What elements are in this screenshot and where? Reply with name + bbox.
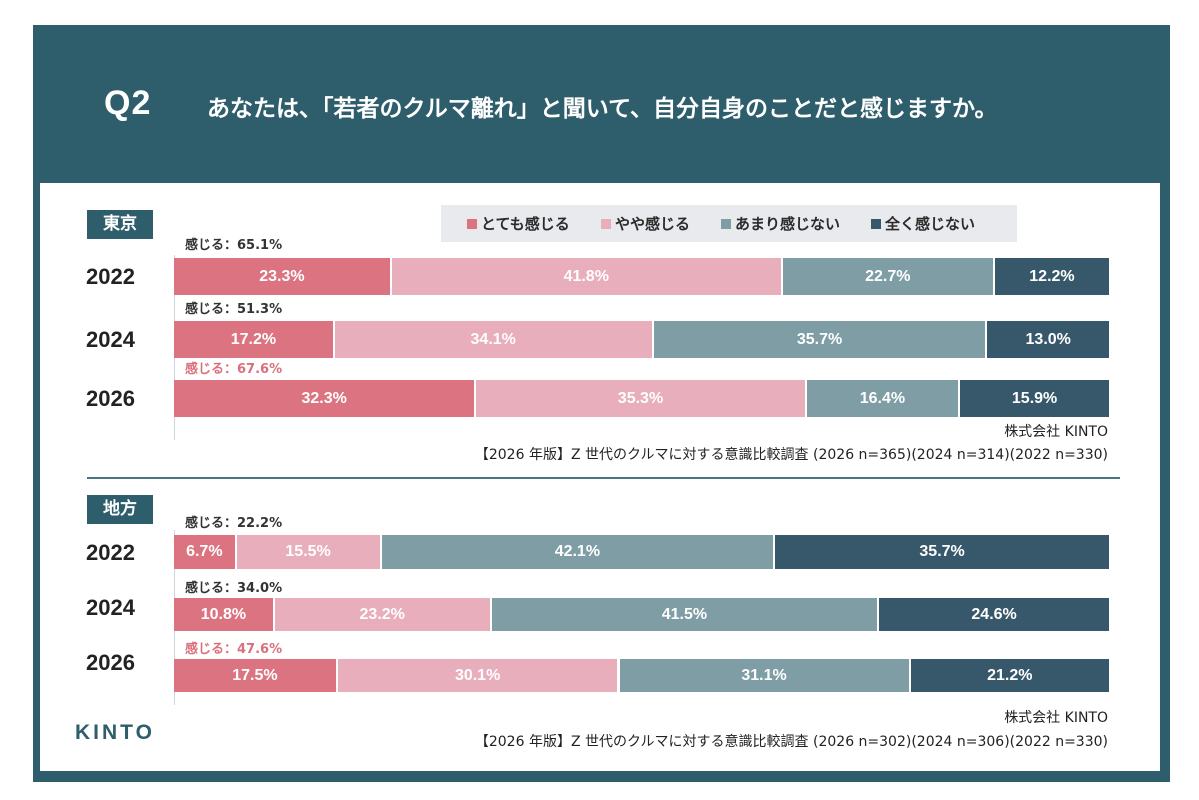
data-label: 41.5% (661, 605, 708, 623)
data-label: 35.7% (919, 543, 965, 560)
legend-label-very: とても感じる (481, 215, 570, 233)
data-label: 17.5% (232, 666, 278, 684)
data-label: 32.3% (301, 389, 347, 407)
legend-label-not-much: あまり感じない (735, 215, 841, 233)
data-label: 31.1% (741, 666, 787, 684)
year-label-regional-2026: 2026 (86, 650, 135, 675)
bar-tokyo-2022: 23.3% 41.8% 22.7% 12.2% (174, 258, 1109, 295)
data-label: 34.1% (470, 330, 516, 348)
bar-segment-regional-2026-somewhat: 30.1% (337, 659, 620, 692)
legend-label-not-at-all: 全く感じない (885, 215, 976, 233)
bar-segment-regional-2024-not-at-all: 24.6% (879, 598, 1109, 631)
data-label: 16.4% (859, 389, 906, 407)
legend-swatch-not-much (721, 218, 731, 229)
legend-label-somewhat: やや感じる (615, 215, 691, 233)
source-text-regional: 【2026 年版】Z 世代のクルマに対する意識比較調査 (2026 n=302)… (474, 734, 1108, 750)
data-label: 24.6% (971, 605, 1017, 623)
legend-item-not-at-all: 全く感じない (871, 205, 975, 242)
region-tag-regional: 地方 (87, 495, 153, 524)
bar-segment-regional-2026-very: 17.5% (174, 659, 338, 692)
data-label: 23.2% (359, 605, 405, 623)
subtotal-regional-2022: 感じる：22.2% (185, 516, 283, 531)
data-label: 17.2% (230, 330, 277, 348)
kinto-logo: KINTO (75, 721, 155, 744)
bar-segment-tokyo-2026-somewhat: 35.3% (476, 380, 807, 417)
bar-regional-2022: 6.7% 15.5% 42.1% 35.7% (174, 535, 1109, 569)
bar-tokyo-2024: 17.2% 34.1% 35.7% 13.0% (174, 321, 1109, 358)
bar-segment-regional-2022-not-much: 42.1% (381, 535, 776, 569)
subtotal-tokyo-2022: 感じる：65.1% (185, 238, 283, 253)
bar-segment-tokyo-2026-not-at-all: 15.9% (960, 380, 1109, 417)
data-label: 13.0% (1025, 330, 1071, 348)
legend-item-very: とても感じる (467, 205, 570, 242)
bar-segment-tokyo-2026-very: 32.3% (174, 380, 477, 417)
section-divider (87, 477, 1120, 479)
legend-item-not-much: あまり感じない (721, 205, 840, 242)
legend-swatch-somewhat (601, 218, 611, 229)
bar-tokyo-2026: 32.3% 35.3% 16.4% 15.9% (174, 380, 1109, 417)
bar-regional-2026: 17.5% 30.1% 31.1% 21.2% (174, 659, 1109, 692)
source-company-regional: 株式会社 KINTO (1004, 710, 1108, 726)
legend-swatch-very (467, 218, 477, 229)
bar-segment-tokyo-2024-somewhat: 34.1% (334, 321, 654, 358)
legend-item-somewhat: やや感じる (601, 205, 690, 242)
source-text-tokyo: 【2026 年版】Z 世代のクルマに対する意識比較調査 (2026 n=365)… (474, 447, 1108, 463)
bar-segment-tokyo-2022-not-at-all: 12.2% (994, 258, 1109, 295)
bar-segment-regional-2024-somewhat: 23.2% (274, 598, 492, 631)
data-label: 41.8% (563, 267, 609, 285)
bar-segment-regional-2022-very: 6.7% (174, 535, 237, 569)
question-title: あなたは、「若者のクルマ離れ」と聞いて、自分自身のことだと感じますか。 (207, 96, 998, 122)
year-label-tokyo-2026: 2026 (86, 386, 135, 411)
bar-segment-tokyo-2022-somewhat: 41.8% (391, 258, 783, 295)
data-label: 23.3% (259, 267, 305, 285)
data-label: 30.1% (454, 666, 501, 684)
bar-segment-regional-2022-somewhat: 15.5% (236, 535, 382, 569)
data-label: 15.5% (285, 543, 331, 560)
bar-segment-regional-2026-not-much: 31.1% (619, 659, 911, 692)
source-company-tokyo: 株式会社 KINTO (1004, 424, 1108, 440)
legend: とても感じる やや感じる あまり感じない 全く感じない (441, 205, 1017, 242)
subtotal-regional-2026: 感じる：47.6% (185, 642, 283, 657)
bar-segment-regional-2022-not-at-all: 35.7% (775, 535, 1109, 569)
data-label: 15.9% (1011, 389, 1058, 407)
bar-segment-tokyo-2024-not-much: 35.7% (653, 321, 988, 358)
subtotal-tokyo-2024: 感じる：51.3% (185, 302, 283, 317)
data-label: 35.3% (617, 389, 664, 407)
data-label: 12.2% (1029, 267, 1075, 285)
data-label: 10.8% (200, 605, 247, 623)
data-label: 35.7% (796, 330, 843, 348)
bar-segment-regional-2024-not-much: 41.5% (491, 598, 880, 631)
bar-regional-2024: 10.8% 23.2% 41.5% 24.6% (174, 598, 1109, 631)
data-label: 42.1% (554, 543, 601, 560)
data-label: 22.7% (865, 267, 911, 285)
year-label-tokyo-2022: 2022 (86, 264, 135, 289)
bar-segment-regional-2026-not-at-all: 21.2% (910, 659, 1109, 692)
bar-segment-tokyo-2024-not-at-all: 13.0% (987, 321, 1109, 358)
subtotal-tokyo-2026: 感じる：67.6% (185, 362, 283, 377)
bar-segment-tokyo-2022-very: 23.3% (174, 258, 392, 295)
year-label-regional-2022: 2022 (86, 540, 135, 565)
bar-segment-tokyo-2024-very: 17.2% (174, 321, 335, 358)
region-tag-tokyo: 東京 (87, 210, 153, 239)
data-label: 21.2% (987, 666, 1033, 684)
question-number: Q2 (104, 84, 152, 122)
year-label-regional-2024: 2024 (86, 595, 135, 620)
bar-segment-tokyo-2026-not-much: 16.4% (806, 380, 961, 417)
data-label: 6.7% (186, 543, 223, 560)
legend-swatch-not-at-all (871, 218, 881, 229)
bar-segment-tokyo-2022-not-much: 22.7% (782, 258, 995, 295)
subtotal-regional-2024: 感じる：34.0% (185, 581, 283, 596)
bar-segment-regional-2024-very: 10.8% (174, 598, 275, 631)
year-label-tokyo-2024: 2024 (86, 327, 135, 352)
